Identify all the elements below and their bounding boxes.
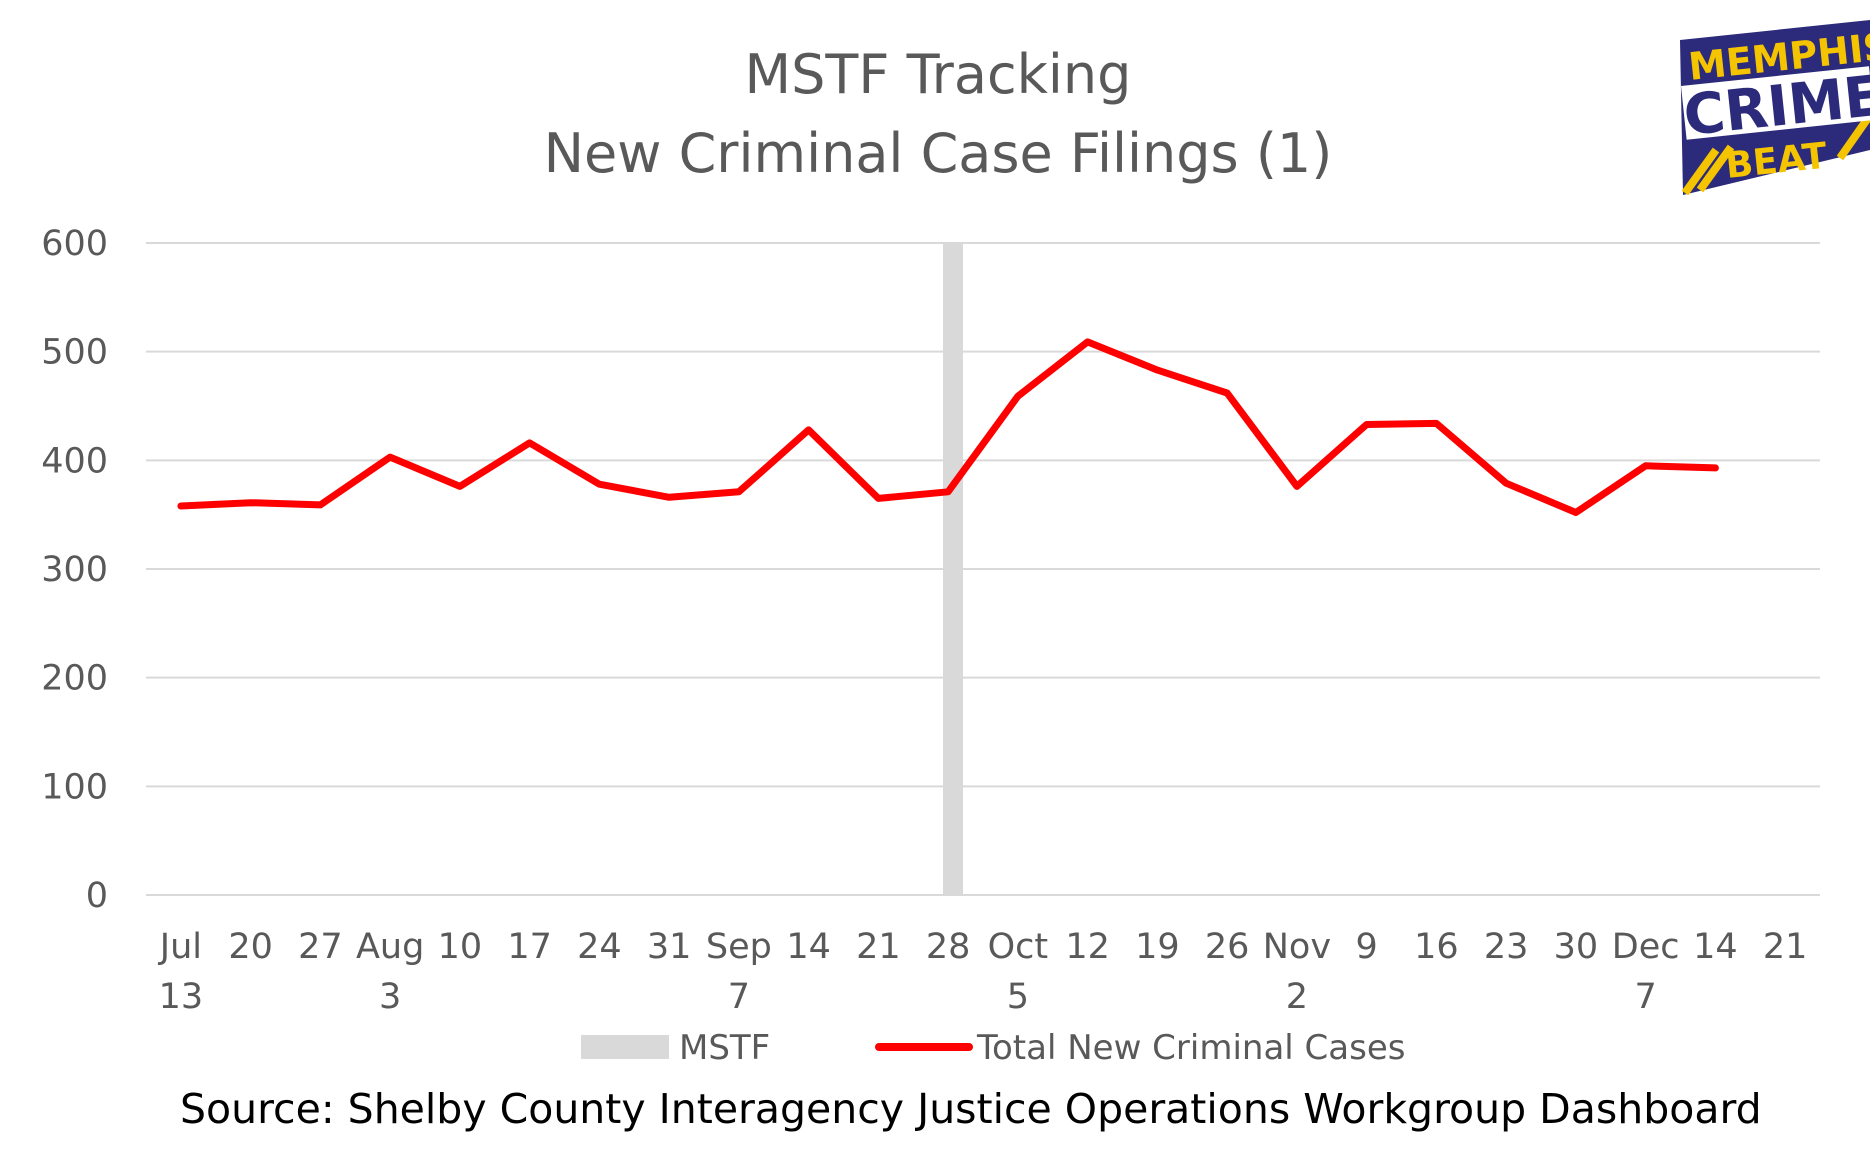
x-tick-label: Aug <box>356 927 424 967</box>
x-tick-label: 14 <box>786 927 831 967</box>
x-tick-label: 24 <box>577 927 622 967</box>
x-tick-label: 21 <box>856 927 901 967</box>
x-tick-label: 26 <box>1205 927 1250 967</box>
y-axis-ticks: 0 100 200 300 400 500 600 <box>41 224 108 916</box>
x-tick-label: 16 <box>1414 927 1459 967</box>
x-tick-label: 30 <box>1554 927 1599 967</box>
x-tick-label: 31 <box>647 927 692 967</box>
logo-stripe <box>1681 147 1720 196</box>
x-tick-label: 21 <box>1763 927 1808 967</box>
x-tick-label: Dec <box>1612 927 1680 967</box>
chart-title-line-2: New Criminal Case Filings (1) <box>544 122 1333 185</box>
x-tick-sublabel: 7 <box>728 977 750 1017</box>
y-tick-label: 200 <box>41 659 108 699</box>
memphis-crime-beat-logo: MEMPHIS CRIME BEAT <box>1680 20 1870 196</box>
source-note: Source: Shelby County Interagency Justic… <box>180 1085 1762 1133</box>
gridlines <box>146 242 1820 896</box>
x-tick-label: 20 <box>228 927 273 967</box>
mstf-marker-layer <box>943 243 963 895</box>
x-tick-label: 28 <box>926 927 971 967</box>
y-tick-label: 600 <box>41 224 108 264</box>
x-tick-label: 17 <box>507 927 552 967</box>
series-layer <box>177 338 1719 516</box>
x-tick-label: 12 <box>1065 927 1110 967</box>
y-tick-label: 400 <box>41 441 108 481</box>
x-tick-label: Nov <box>1263 927 1331 967</box>
logo-stripe <box>1836 115 1870 161</box>
x-tick-sublabel: 7 <box>1634 977 1656 1017</box>
x-tick-label: 10 <box>438 927 483 967</box>
x-tick-label: 23 <box>1484 927 1529 967</box>
x-tick-sublabel: 13 <box>159 977 204 1017</box>
x-tick-label: 19 <box>1135 927 1180 967</box>
y-tick-label: 0 <box>86 876 108 916</box>
logo-stripe <box>1696 144 1735 193</box>
y-tick-label: 100 <box>41 767 108 807</box>
x-tick-label: Sep <box>706 927 772 967</box>
y-tick-label: 300 <box>41 550 108 590</box>
x-tick-label: 9 <box>1355 927 1377 967</box>
mstf-marker-bar <box>943 243 963 895</box>
x-tick-label: Oct <box>988 927 1049 967</box>
legend-label-mstf: MSTF <box>679 1028 770 1068</box>
x-tick-label: 27 <box>298 927 343 967</box>
legend-label-total-cases: Total New Criminal Cases <box>976 1028 1405 1068</box>
x-tick-label: Jul <box>158 927 202 967</box>
legend-swatch-mstf <box>581 1035 669 1059</box>
x-tick-sublabel: 2 <box>1286 977 1308 1017</box>
logo-crime-band <box>1681 66 1870 140</box>
x-tick-sublabel: 5 <box>1007 977 1029 1017</box>
y-tick-label: 500 <box>41 333 108 373</box>
x-tick-label: 14 <box>1693 927 1738 967</box>
chart-title-line-1: MSTF Tracking <box>745 43 1132 106</box>
legend: MSTF Total New Criminal Cases <box>581 1028 1405 1068</box>
x-tick-sublabel: 3 <box>379 977 401 1017</box>
